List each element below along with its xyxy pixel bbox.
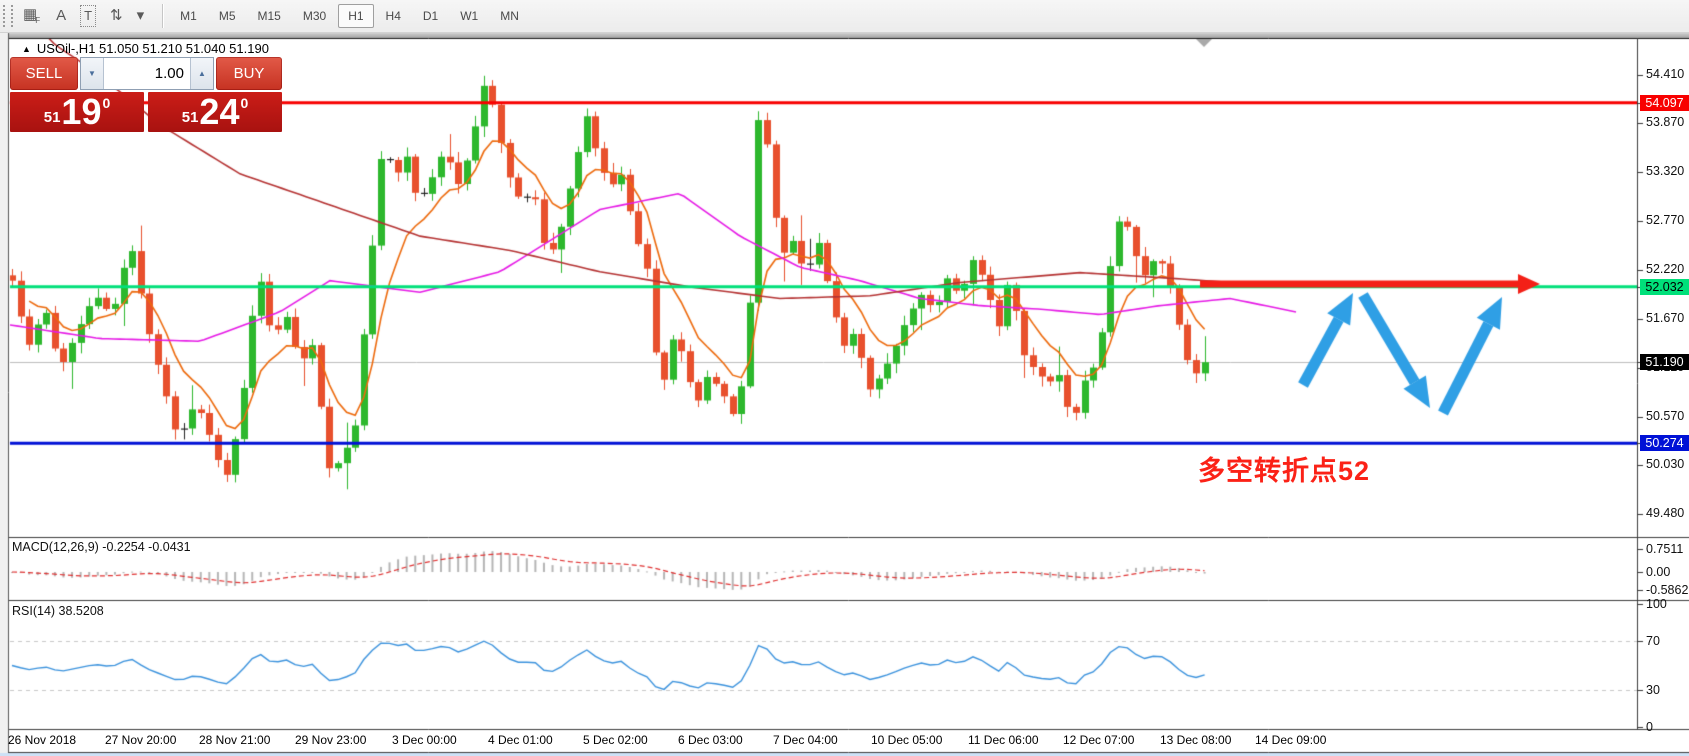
buy-price-pipette: 0 xyxy=(240,95,249,111)
time-axis-label: 12 Dec 07:00 xyxy=(1063,733,1135,747)
buy-price-pips: 24 xyxy=(199,91,240,132)
buy-button-label: BUY xyxy=(233,65,265,82)
time-axis-label: 6 Dec 03:00 xyxy=(678,733,743,747)
time-axis-label: 5 Dec 02:00 xyxy=(583,733,648,747)
price-axis-tick: 53.870 xyxy=(1646,115,1685,130)
price-axis-tick: 53.320 xyxy=(1646,164,1685,179)
time-axis-label: 14 Dec 09:00 xyxy=(1255,733,1327,747)
rsi-indicator-label: RSI(14) 38.5208 xyxy=(12,604,104,618)
volume-input[interactable]: 1.00 xyxy=(104,58,190,89)
toolbar: ▦F A T ⇅ ▾ M1 M5 M15 M30 H1 H4 D1 W1 MN xyxy=(0,0,1689,33)
timeframe-button-h1[interactable]: H1 xyxy=(338,4,374,28)
price-axis-tick: 52.770 xyxy=(1646,213,1685,228)
price-level-badge: 54.097 xyxy=(1640,94,1689,111)
timeframe-button-group: M1 M5 M15 M30 H1 H4 D1 W1 MN xyxy=(170,4,529,28)
toolbar-grip[interactable] xyxy=(3,5,13,27)
buy-price-bigfigure: 51 xyxy=(181,109,199,126)
time-axis-label: 27 Nov 20:00 xyxy=(105,733,177,747)
text-annotation-icon[interactable]: A xyxy=(56,7,67,24)
time-axis-label: 4 Dec 01:00 xyxy=(488,733,553,747)
objects-dropdown-caret-icon[interactable]: ▾ xyxy=(136,7,145,24)
rsi-axis-tick: 0 xyxy=(1646,720,1653,734)
macd-axis-tick: 0.7511 xyxy=(1646,541,1684,556)
price-axis-tick: 49.480 xyxy=(1646,505,1685,520)
toolbar-icon-group: ▦F A T ⇅ ▾ xyxy=(13,5,156,27)
timeframe-button-m15[interactable]: M15 xyxy=(257,9,281,23)
sell-price-bigfigure: 51 xyxy=(43,109,61,126)
caret-up-icon: ▲ xyxy=(198,69,206,78)
price-level-badge: 51.190 xyxy=(1640,353,1689,370)
price-axis-tick: 51.670 xyxy=(1646,310,1685,325)
time-axis-label: 29 Nov 23:00 xyxy=(295,733,367,747)
collapse-triangle-icon[interactable]: ▲ xyxy=(22,44,31,54)
sell-price-button[interactable]: 51 19 0 xyxy=(10,92,144,132)
rsi-axis-tick: 100 xyxy=(1646,597,1667,611)
time-axis-label: 11 Dec 06:00 xyxy=(968,733,1039,747)
timeframe-button-m30[interactable]: M30 xyxy=(302,9,327,23)
caret-down-icon: ▼ xyxy=(88,69,96,78)
time-axis-label: 13 Dec 08:00 xyxy=(1160,733,1232,747)
macd-axis-tick: 0.00 xyxy=(1646,565,1671,579)
one-click-trading-panel: SELL ▼ 1.00 ▲ BUY 51 19 0 51 24 0 xyxy=(10,57,282,132)
rsi-axis-tick: 30 xyxy=(1646,683,1660,698)
time-axis-label: 7 Dec 04:00 xyxy=(773,733,838,747)
templates-grid-icon[interactable]: ▦F xyxy=(23,6,41,25)
sell-price-pipette: 0 xyxy=(102,95,111,111)
price-level-badge: 50.274 xyxy=(1640,435,1689,452)
price-axis-tick: 54.410 xyxy=(1646,67,1685,81)
buy-button[interactable]: BUY xyxy=(216,57,282,90)
toolbar-separator xyxy=(162,4,165,28)
time-axis-label: 28 Nov 21:00 xyxy=(199,733,271,747)
text-box-icon[interactable]: T xyxy=(80,5,97,27)
buy-price-button[interactable]: 51 24 0 xyxy=(148,92,282,132)
macd-indicator-label: MACD(12,26,9) -0.2254 -0.0431 xyxy=(12,540,191,554)
timeframe-button-w1[interactable]: W1 xyxy=(460,9,479,23)
chart-title-text: USOil-,H1 51.050 51.210 51.040 51.190 xyxy=(36,41,269,56)
time-axis-label: 3 Dec 00:00 xyxy=(392,733,457,747)
sell-button-label: SELL xyxy=(25,65,63,82)
volume-increase-button[interactable]: ▲ xyxy=(190,58,213,89)
chart-text-annotation[interactable]: 多空转折点52 xyxy=(1198,456,1371,486)
macd-axis-tick: -0.5862 xyxy=(1646,582,1689,597)
time-axis-label: 10 Dec 05:00 xyxy=(871,733,943,747)
price-axis-tick: 52.220 xyxy=(1646,262,1685,276)
timeframe-button-h4[interactable]: H4 xyxy=(385,9,401,23)
price-axis-tick: 50.570 xyxy=(1646,408,1685,423)
rsi-axis-tick: 70 xyxy=(1646,633,1660,648)
volume-spinner: ▼ 1.00 ▲ xyxy=(80,57,214,90)
timeframe-button-mn[interactable]: MN xyxy=(500,9,519,23)
timeframe-button-m1[interactable]: M1 xyxy=(180,9,197,23)
chart-title: ▲ USOil-,H1 51.050 51.210 51.040 51.190 xyxy=(22,41,269,56)
sell-price-pips: 19 xyxy=(61,91,102,132)
sell-button[interactable]: SELL xyxy=(10,57,78,90)
price-axis-tick: 50.030 xyxy=(1646,457,1685,471)
volume-decrease-button[interactable]: ▼ xyxy=(81,58,104,89)
timeframe-button-d1[interactable]: D1 xyxy=(422,9,439,23)
time-axis-label: 26 Nov 2018 xyxy=(8,733,77,747)
drawing-objects-icon[interactable]: ⇅ xyxy=(110,7,123,24)
timeframe-button-m5[interactable]: M5 xyxy=(218,9,236,23)
price-level-badge: 52.032 xyxy=(1640,278,1689,295)
